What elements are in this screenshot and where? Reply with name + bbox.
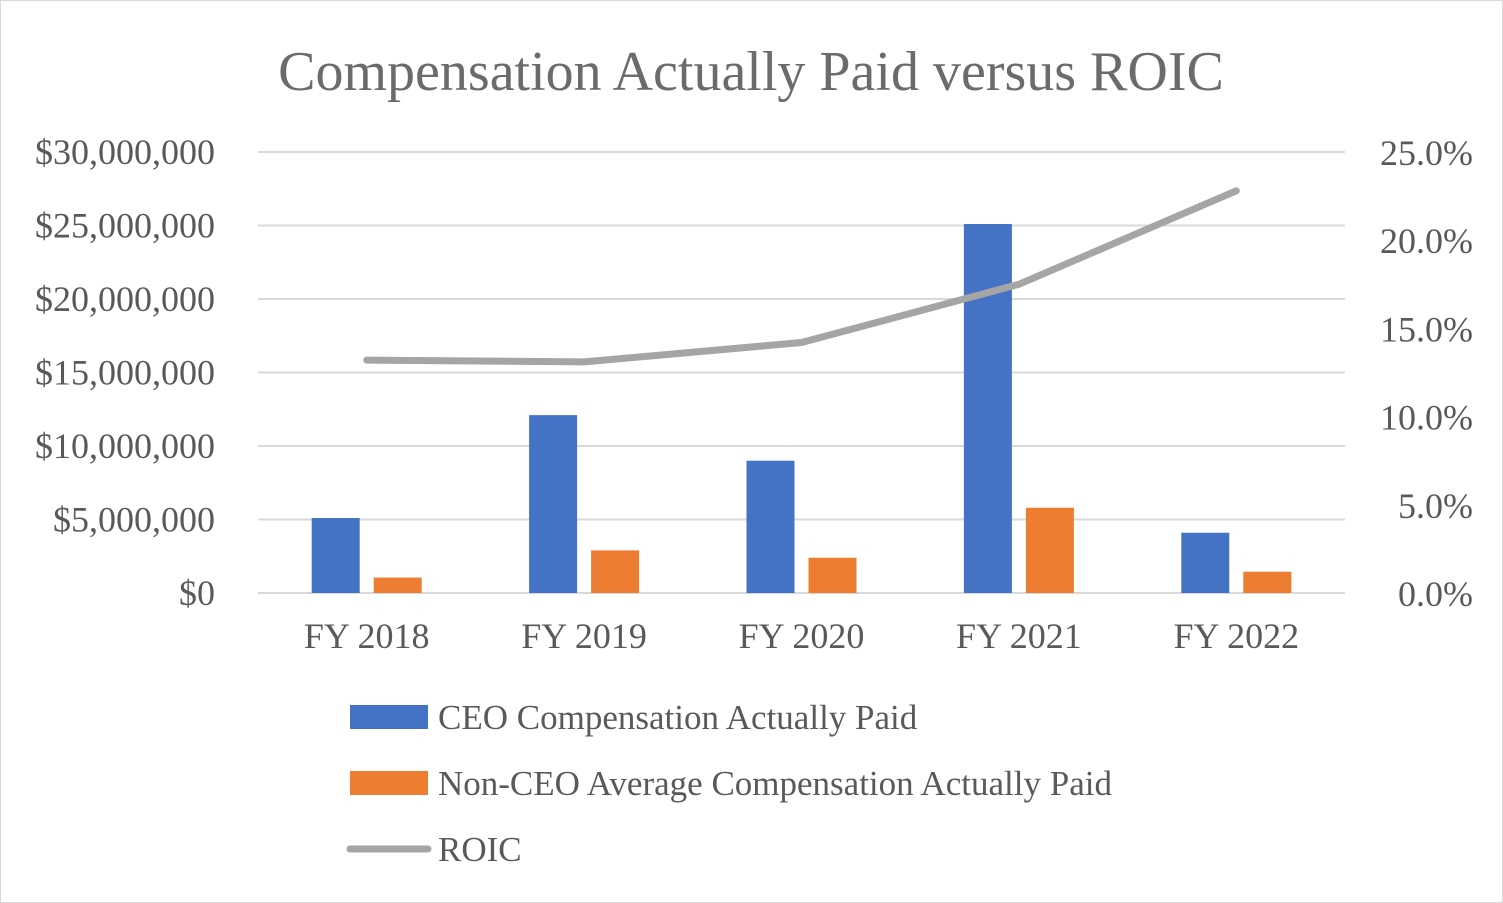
x-axis-tick-label: FY 2022: [1173, 616, 1299, 656]
ceo-bar: [963, 224, 1012, 593]
ceo-bar: [746, 460, 795, 593]
non-ceo-bar: [1243, 571, 1292, 593]
non-ceo-bar: [1025, 507, 1074, 593]
chart-title: Compensation Actually Paid versus ROIC: [278, 41, 1224, 103]
left-axis-tick-label: $15,000,000: [35, 353, 215, 393]
right-axis: 0.0% 5.0% 10.0% 15.0% 20.0% 25.0%: [1380, 133, 1473, 614]
legend: CEO Compensation Actually Paid Non-CEO Av…: [346, 698, 1112, 869]
right-axis-tick-label: 5.0%: [1398, 486, 1473, 526]
left-axis: $0 $5,000,000 $10,000,000 $15,000,000 $20,00…: [35, 132, 215, 613]
ceo-bar: [529, 415, 578, 593]
ceo-bar: [311, 518, 360, 593]
right-axis-tick-label: 0.0%: [1398, 574, 1473, 614]
right-axis-tick-label: 25.0%: [1380, 133, 1473, 173]
x-axis-tick-label: FY 2018: [304, 616, 430, 656]
ceo-bar: [1181, 532, 1230, 593]
left-axis-tick-label: $5,000,000: [53, 500, 215, 540]
legend-label: Non-CEO Average Compensation Actually Pa…: [438, 764, 1112, 803]
legend-label: CEO Compensation Actually Paid: [438, 698, 918, 737]
left-axis-tick-label: $10,000,000: [35, 426, 215, 466]
gridlines: [258, 151, 1345, 594]
non-ceo-bar: [373, 577, 422, 593]
left-axis-tick-label: $30,000,000: [35, 132, 215, 172]
legend-swatch: [350, 705, 428, 729]
bars: [311, 224, 1292, 593]
roic-line: [363, 187, 1240, 366]
left-axis-tick-label: $20,000,000: [35, 279, 215, 319]
non-ceo-bar: [591, 550, 640, 593]
roic-line-group: [363, 187, 1240, 366]
left-axis-tick-label: $0: [179, 573, 215, 613]
legend-swatch: [350, 771, 428, 795]
x-axis-tick-label: FY 2020: [739, 616, 865, 656]
non-ceo-bar: [808, 557, 857, 593]
left-axis-tick-label: $25,000,000: [35, 206, 215, 246]
x-axis-tick-label: FY 2021: [956, 616, 1082, 656]
right-axis-tick-label: 20.0%: [1380, 221, 1473, 261]
right-axis-tick-label: 10.0%: [1380, 398, 1473, 438]
x-axis-tick-label: FY 2019: [521, 616, 647, 656]
legend-label: ROIC: [438, 830, 522, 869]
right-axis-tick-label: 15.0%: [1380, 309, 1473, 349]
x-axis: FY 2018 FY 2019 FY 2020 FY 2021 FY 2022: [304, 616, 1299, 656]
